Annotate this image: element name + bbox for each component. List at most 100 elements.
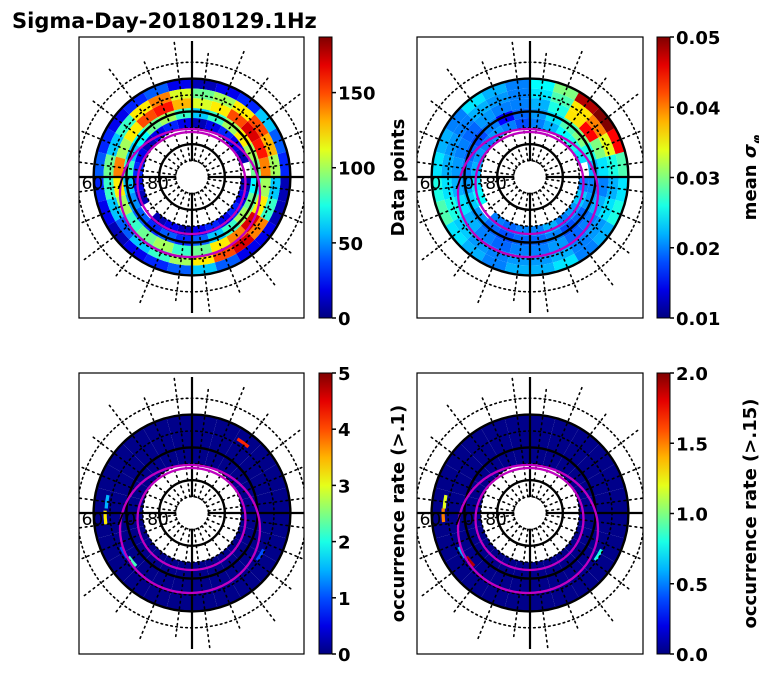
heatmap-cell xyxy=(106,443,158,489)
heatmap-cell xyxy=(166,560,192,612)
lat-label: 60 xyxy=(82,510,104,530)
lat-label: 70 xyxy=(452,510,474,530)
dotted-mlt-line xyxy=(544,465,643,508)
plot-area: 60 70 80 xyxy=(417,39,643,315)
dotted-mlt-line xyxy=(138,191,187,306)
heatmap-cell xyxy=(268,199,288,227)
heatmap-cell xyxy=(122,239,148,263)
dotted-mlt-line xyxy=(531,52,548,162)
heatmap-cell xyxy=(564,443,616,489)
heatmap-cell xyxy=(192,560,218,612)
auroral-oval-outer xyxy=(118,127,262,259)
plot-area: 60 70 80 xyxy=(79,375,304,651)
heatmap-cell xyxy=(504,560,530,612)
heatmap-cell xyxy=(460,427,506,479)
colorbar-tick-label: 1.0 xyxy=(676,505,708,526)
heatmap-cell xyxy=(192,78,218,92)
heatmap-cell xyxy=(480,81,508,101)
heatmap-cell xyxy=(214,81,242,101)
colorbar-label: occurrence rate (>.15) xyxy=(740,399,759,629)
heatmap-cell xyxy=(96,199,116,227)
dotted-mlt-line xyxy=(193,388,210,498)
colorbar-gradient xyxy=(656,372,671,655)
heatmap-cell xyxy=(615,151,629,177)
dotted-mlt-line xyxy=(539,525,615,624)
heatmap-cell xyxy=(444,443,496,489)
heatmap-cell xyxy=(166,414,192,466)
colorbar-tick-label: 100 xyxy=(338,159,376,180)
auroral-oval-inner xyxy=(136,466,247,572)
heatmap-cell xyxy=(93,151,107,177)
colorbar-tick-label: 0 xyxy=(338,309,351,330)
colorbar-tick-label: 0.02 xyxy=(676,239,720,260)
colorbar-tick-label: 0.05 xyxy=(676,28,720,49)
auroral-oval-inner xyxy=(474,130,585,236)
heatmap-cell xyxy=(239,487,291,513)
dotted-mlt-line xyxy=(204,186,292,254)
dotted-mlt-line xyxy=(207,514,304,529)
lat-label: 80 xyxy=(485,174,507,194)
colorbar-tick-label: 5 xyxy=(338,364,351,385)
plot-area: 60 70 80 xyxy=(417,375,643,651)
colorbar-gradient xyxy=(318,372,333,655)
heatmap-cell xyxy=(277,177,291,203)
heatmap-cell xyxy=(204,555,242,609)
dotted-mlt-line xyxy=(201,525,277,624)
colorbar-tick-label: 4 xyxy=(338,420,351,441)
dotted-mlt-line xyxy=(107,402,183,501)
dotted-mlt-line xyxy=(173,375,191,498)
auroral-oval-outer xyxy=(118,463,262,595)
axes-frame xyxy=(78,372,305,655)
dotted-mlt-line xyxy=(535,527,579,629)
heatmap-cell xyxy=(606,154,619,177)
heatmap-cell xyxy=(542,417,580,471)
heatmap-cell xyxy=(444,221,468,247)
dotted-mlt-line xyxy=(417,161,515,176)
axes-frame xyxy=(78,36,305,319)
heatmap-cell xyxy=(216,547,262,599)
dotted-mlt-line xyxy=(79,161,177,176)
heatmap-cell xyxy=(552,81,580,101)
heatmap-cell xyxy=(441,154,454,177)
heatmap-cell xyxy=(574,239,600,263)
dotted-mlt-line xyxy=(193,528,211,651)
heatmap-cell xyxy=(514,117,530,130)
dotted-mlt-line xyxy=(535,384,584,499)
colorbar-tick-label: 3 xyxy=(338,476,351,497)
heatmap-highlight-cell xyxy=(127,555,138,568)
dotted-mlt-line xyxy=(419,186,518,262)
dotted-mlt-line xyxy=(206,465,304,508)
heatmap-cell xyxy=(236,91,262,115)
heatmap-cell xyxy=(606,177,619,200)
heatmap-cell xyxy=(577,513,629,539)
dotted-mlt-line xyxy=(79,497,177,512)
heatmap-cell xyxy=(530,560,556,612)
heatmap-cell xyxy=(606,199,626,227)
dotted-mlt-line xyxy=(173,39,191,162)
heatmap-cell xyxy=(169,88,192,101)
dotted-mlt-line xyxy=(445,66,521,165)
heatmap-cell xyxy=(444,107,468,133)
dotted-mlt-line xyxy=(201,189,277,288)
dotted-mlt-line xyxy=(143,397,187,499)
heatmap-cell xyxy=(268,127,288,155)
heatmap-cell xyxy=(254,221,278,247)
dotted-mlt-line xyxy=(539,413,607,501)
pole-disc xyxy=(515,162,545,192)
dotted-mlt-line xyxy=(204,92,303,168)
dotted-mlt-line xyxy=(207,178,304,193)
dotted-mlt-line xyxy=(453,525,521,613)
dotted-mlt-line xyxy=(512,192,529,302)
dotted-mlt-line xyxy=(476,527,525,642)
heatmap-cell xyxy=(504,414,530,466)
heatmap-cell xyxy=(441,177,454,200)
heatmap-cell xyxy=(150,211,168,229)
dotted-mlt-line xyxy=(481,61,525,163)
dotted-mlt-line xyxy=(174,528,191,638)
heatmap-cells xyxy=(431,414,629,612)
dotted-mlt-line xyxy=(79,518,178,561)
colorbar: 0 1 2 3 4 5 occurrence rate (>.1) xyxy=(318,364,409,666)
dotted-mlt-line xyxy=(417,497,515,512)
figure-title: Sigma-Day-20180129.1Hz xyxy=(12,9,317,33)
